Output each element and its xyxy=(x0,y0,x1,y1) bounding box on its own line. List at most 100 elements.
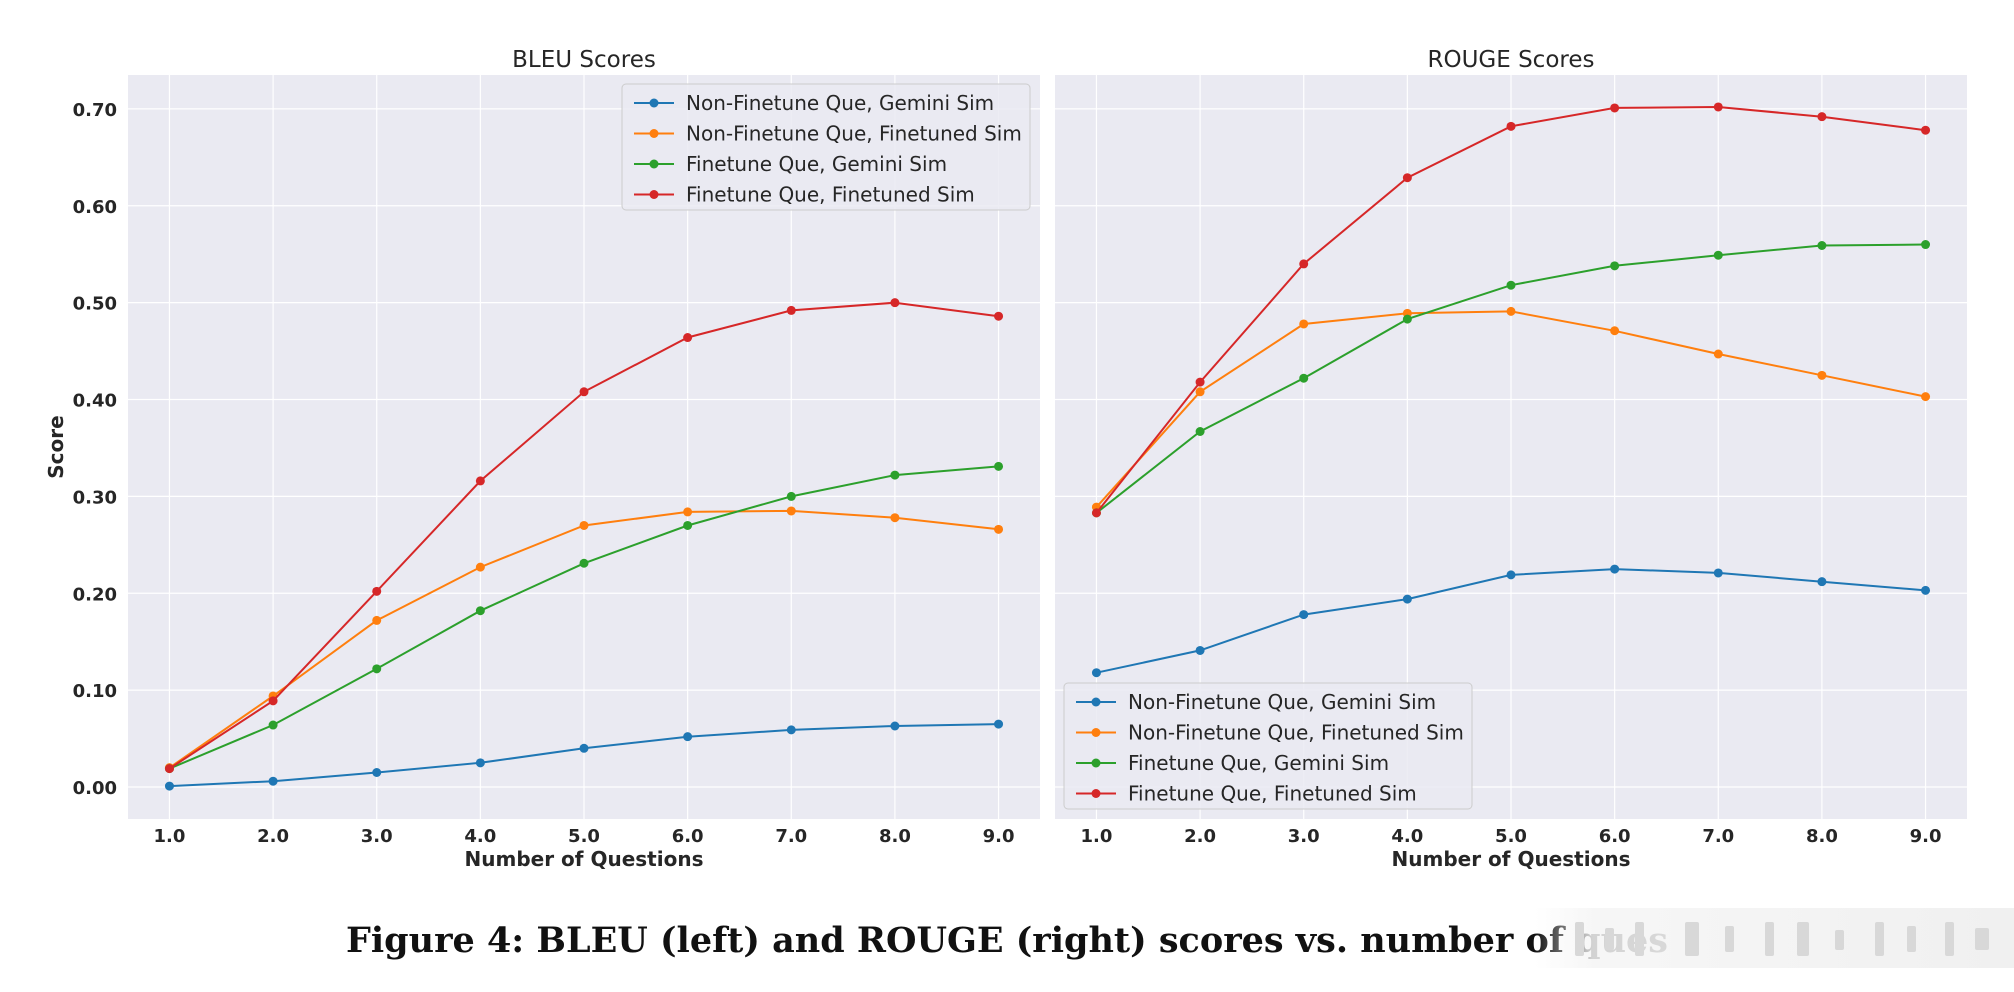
x-tick-label: 4.0 xyxy=(1391,826,1423,847)
data-point xyxy=(579,387,589,397)
y-tick-label: 0.40 xyxy=(73,391,117,412)
series-2 xyxy=(1091,306,1931,512)
data-point xyxy=(786,491,796,501)
legend-box xyxy=(621,83,1031,211)
chart-title: ROUGE Scores xyxy=(1428,47,1595,73)
data-point xyxy=(164,764,174,774)
data-point xyxy=(1402,314,1412,324)
legend-label: Non-Finetune Que, Gemini Sim xyxy=(686,91,994,115)
data-point xyxy=(475,606,485,616)
data-point xyxy=(268,696,278,706)
legend-box xyxy=(1063,682,1473,810)
figure-caption: Figure 4: BLEU (left) and ROUGE (right) … xyxy=(346,920,1668,961)
chart-title: BLEU Scores xyxy=(512,47,656,73)
data-point xyxy=(683,520,693,530)
y-tick-label: 0.70 xyxy=(73,100,117,121)
series-1 xyxy=(1091,564,1931,678)
x-tick-label: 7.0 xyxy=(1702,826,1734,847)
x-tick-label: 8.0 xyxy=(1806,826,1838,847)
x-tick-label: 5.0 xyxy=(1495,826,1527,847)
watermark-overlay xyxy=(1535,908,2014,968)
data-point xyxy=(1817,577,1827,587)
data-point xyxy=(579,520,589,530)
data-point xyxy=(1195,645,1205,655)
data-point xyxy=(1817,370,1827,380)
data-point xyxy=(683,507,693,517)
data-point xyxy=(1610,103,1620,113)
data-point xyxy=(268,776,278,786)
data-point xyxy=(1921,392,1931,402)
y-tick-label: 0.10 xyxy=(73,681,117,702)
data-point xyxy=(683,732,693,742)
data-point xyxy=(1091,508,1101,518)
series-1 xyxy=(164,719,1004,791)
data-point xyxy=(1610,261,1620,271)
x-axis-label: Number of Questions xyxy=(465,847,704,871)
data-point xyxy=(1713,250,1723,260)
data-point xyxy=(683,333,693,343)
data-point xyxy=(372,586,382,596)
x-tick-label: 8.0 xyxy=(879,826,911,847)
y-tick-label: 0.30 xyxy=(73,487,117,508)
legend-swatch-marker xyxy=(1091,758,1101,768)
data-point xyxy=(1610,326,1620,336)
data-point xyxy=(475,562,485,572)
x-tick-label: 2.0 xyxy=(257,826,289,847)
series-3 xyxy=(164,461,1004,774)
x-tick-label: 9.0 xyxy=(983,826,1015,847)
data-point xyxy=(1713,102,1723,112)
x-tick-label: 7.0 xyxy=(775,826,807,847)
data-point xyxy=(1195,427,1205,436)
x-tick-label: 6.0 xyxy=(1599,826,1631,847)
legend-label: Finetune Que, Finetuned Sim xyxy=(1128,782,1417,806)
legend-swatch-marker xyxy=(649,98,659,108)
series-4 xyxy=(164,298,1004,774)
legend-swatch-marker xyxy=(649,129,659,138)
legend-swatch-marker xyxy=(1091,728,1101,737)
y-tick-label: 0.50 xyxy=(73,294,117,315)
x-tick-label: 1.0 xyxy=(154,826,186,847)
data-point xyxy=(164,781,174,791)
data-point xyxy=(994,719,1004,729)
chart-bleu: BLEU Scores 1.0 2.0 3.0 4.0 5.0 6.0 7.0 8.0 9.0 0.… xyxy=(44,47,1040,871)
data-point xyxy=(1921,585,1931,595)
legend-label: Finetune Que, Gemini Sim xyxy=(1128,751,1389,775)
data-point xyxy=(786,725,796,735)
x-tick-label: 9.0 xyxy=(1910,826,1942,847)
data-point xyxy=(1195,387,1205,397)
legend: Non-Finetune Que, Gemini Sim Non-Finetune… xyxy=(621,83,1031,211)
x-tick-label: 3.0 xyxy=(1288,826,1320,847)
y-tick-label: 0.20 xyxy=(73,584,117,605)
legend-label: Non-Finetune Que, Gemini Sim xyxy=(1128,690,1436,714)
data-point xyxy=(1817,241,1827,250)
series-3 xyxy=(1091,240,1931,518)
data-point xyxy=(1610,564,1620,574)
data-point xyxy=(1299,373,1309,383)
x-tick-label: 1.0 xyxy=(1081,826,1113,847)
data-point xyxy=(1921,125,1931,135)
data-point xyxy=(1195,377,1205,387)
data-point xyxy=(579,743,589,753)
data-point xyxy=(475,758,485,768)
data-point xyxy=(1506,306,1516,316)
data-point xyxy=(890,513,900,523)
data-point xyxy=(579,558,589,568)
legend-swatch-marker xyxy=(1091,697,1101,707)
x-tick-label: 3.0 xyxy=(361,826,393,847)
data-point xyxy=(1817,112,1827,122)
data-point xyxy=(1506,121,1516,131)
legend-swatch-marker xyxy=(649,190,659,199)
data-point xyxy=(1299,259,1309,269)
data-point xyxy=(786,305,796,315)
legend-label: Finetune Que, Finetuned Sim xyxy=(686,183,975,207)
data-point xyxy=(1299,319,1309,329)
legend-label: Non-Finetune Que, Finetuned Sim xyxy=(1128,721,1464,745)
y-tick-label: 0.00 xyxy=(73,778,117,799)
chart-rouge: ROUGE Scores 1.0 2.0 3.0 4.0 5.0 6.0 7.0 8.0 9.0 N… xyxy=(1055,47,1967,871)
data-point xyxy=(475,476,485,486)
data-point xyxy=(372,615,382,625)
data-point xyxy=(994,524,1004,534)
data-point xyxy=(268,720,278,730)
y-axis-label: Score xyxy=(44,415,68,478)
